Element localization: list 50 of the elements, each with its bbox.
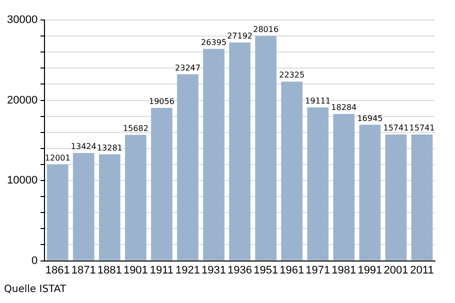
x-tick-label: 1861 [45,264,70,276]
x-tick-label: 2001 [384,264,408,276]
x-tick-label: 1881 [97,264,122,276]
x-tick-label: 1921 [175,264,200,276]
data-label: 22325 [279,70,305,80]
bar [72,153,94,260]
bar [203,48,224,260]
y-tick-label: 20000 [6,94,38,106]
data-label: 19111 [305,96,331,106]
bar [125,134,146,260]
bar [177,74,198,260]
bar [229,42,250,260]
data-label: 28016 [253,25,279,34]
bar [281,82,303,260]
data-label: 15741 [409,124,435,133]
source-note: Quelle ISTAT [4,284,66,295]
data-label: 26395 [201,38,226,48]
x-tick-label: 1971 [306,264,330,276]
x-tick-label: 1961 [280,264,304,276]
bar [46,164,68,260]
data-label: 15741 [383,124,409,133]
x-tick-label: 1936 [228,264,252,276]
data-label: 13281 [96,143,122,152]
bar [98,154,120,260]
y-tick-label: 30000 [6,14,38,26]
data-label: 23247 [175,63,200,72]
bar [359,124,381,260]
x-tick-label: 1931 [202,264,226,276]
y-tick-label: 0 [31,254,38,267]
data-label: 18284 [331,103,357,112]
x-tick-label: 1901 [123,264,148,276]
bar [385,134,407,260]
data-label: 19056 [148,96,174,106]
y-tick-label: 10000 [6,174,38,187]
bar [411,134,433,260]
data-label: 13424 [70,142,96,152]
x-tick-label: 1951 [254,264,278,276]
data-label: 27192 [227,32,253,41]
x-tick-label: 1871 [71,264,96,276]
x-tick-label: 1991 [358,264,382,276]
x-tick-label: 2011 [410,264,434,276]
bar [255,36,276,260]
data-label: 12001 [44,154,70,163]
data-label: 15682 [122,124,148,134]
x-tick-label: 1911 [150,264,174,276]
bar [151,108,172,260]
bar [307,107,329,260]
data-label: 16945 [357,114,383,123]
x-tick-label: 1981 [332,264,356,276]
bar [333,114,355,260]
